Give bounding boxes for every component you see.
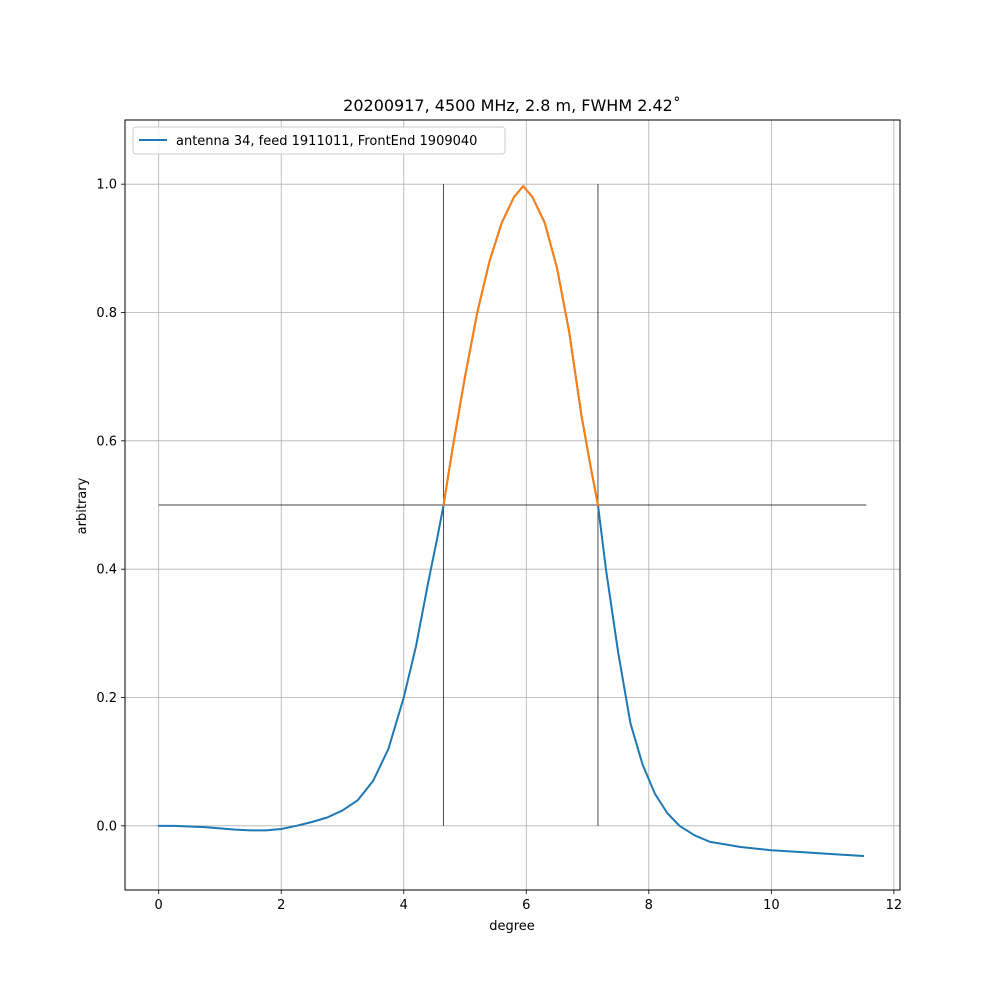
x-axis-label: degree (489, 919, 535, 934)
series-line-fwhm-region (442, 185, 599, 506)
y-axis-label: arbitrary (75, 477, 90, 534)
legend-box (132, 126, 506, 155)
y-tick-label: 0.6 (96, 434, 117, 449)
plot-frame (124, 119, 901, 891)
x-tick-label: 10 (763, 898, 780, 913)
y-tick-label: 0.8 (96, 306, 117, 321)
series-layer (157, 185, 865, 857)
legend-entry-label: antenna 34, feed 1911011, FrontEnd 19090… (176, 134, 477, 149)
x-tick-label: 0 (155, 898, 163, 913)
x-tick-label: 4 (400, 898, 408, 913)
legend: antenna 34, feed 1911011, FrontEnd 19090… (132, 126, 506, 155)
y-tick-label: 0.2 (96, 691, 117, 706)
tick-layer: 0 2 4 6 8 10 12 0.0 0.2 0.4 0.6 0.8 1.0 (96, 178, 902, 913)
x-tick-label: 12 (886, 898, 903, 913)
chart-title: 20200917, 4500 MHz, 2.8 m, FWHM 2.42˚ (343, 96, 681, 115)
x-tick-label: 6 (522, 898, 530, 913)
y-tick-label: 1.0 (96, 178, 117, 193)
y-tick-label: 0.4 (96, 563, 117, 578)
x-tick-label: 8 (645, 898, 653, 913)
y-tick-label: 0.0 (96, 819, 117, 834)
x-tick-label: 2 (277, 898, 285, 913)
